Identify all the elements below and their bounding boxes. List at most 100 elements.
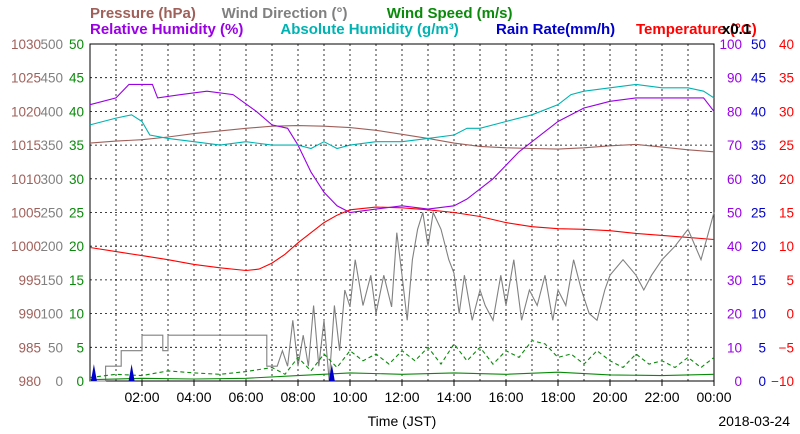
- title-wind-direction: Wind Direction (°): [222, 5, 348, 22]
- left-tick-pressure-hpa: 980: [18, 374, 41, 389]
- left-tick-wind-speed-m-s: 35: [69, 138, 84, 153]
- rain-rate-bar: [128, 364, 135, 381]
- right-tick-temperature-c: 10: [779, 239, 794, 254]
- series-pressure-hpa: [89, 125, 715, 153]
- left-tick-wind-speed-m-s: 20: [69, 239, 84, 254]
- left-axes: 1030102510201015101010051000995990985980…: [11, 37, 84, 389]
- chart-title-row-1: Pressure (hPa) Wind Direction (°) Wind Spe…: [90, 5, 513, 22]
- title-rain-rate-mm-h: Rain Rate(mm/h): [496, 21, 615, 38]
- right-tick-rain-rate-mm-h: 45: [751, 71, 766, 86]
- left-tick-wind-speed-m-s: 50: [69, 37, 84, 52]
- left-tick-pressure-hpa: 1000: [11, 239, 41, 254]
- absolute-humidity-scale-note: x0.1: [722, 21, 751, 38]
- right-axes: 1009080706050403020100504540353025201510…: [719, 37, 794, 389]
- right-tick-relative-humidity: 90: [727, 71, 742, 86]
- right-tick-temperature-c: 25: [779, 138, 794, 153]
- right-tick-temperature-c: 0: [786, 307, 794, 322]
- right-tick-temperature-c: −10: [771, 374, 794, 389]
- left-tick-wind-speed-m-s: 45: [69, 71, 84, 86]
- left-tick-wind-speed-m-s: 5: [76, 340, 84, 355]
- right-tick-rain-rate-mm-h: 15: [751, 273, 766, 288]
- x-tick-label: 04:00: [176, 389, 211, 405]
- series-wind-speed-m-s: [89, 371, 715, 381]
- chart-title-row-2: Relative Humidity (%) Absolute Humidity (…: [90, 21, 757, 38]
- series-wind-direction: [90, 210, 715, 382]
- series-wind-speed-m-s-dashed: [89, 339, 715, 379]
- right-tick-relative-humidity: 20: [727, 307, 742, 322]
- right-tick-temperature-c: 30: [779, 104, 794, 119]
- right-tick-temperature-c: −5: [779, 340, 794, 355]
- date-label: 2018-03-24: [718, 413, 790, 429]
- right-tick-temperature-c: 20: [779, 172, 794, 187]
- left-tick-pressure-hpa: 1025: [11, 71, 41, 86]
- x-tick-label: 18:00: [540, 389, 575, 405]
- left-tick-wind-speed-m-s: 0: [76, 374, 84, 389]
- right-tick-temperature-c: 15: [779, 206, 794, 221]
- left-tick-wind-speed-m-s: 40: [69, 104, 84, 119]
- right-tick-relative-humidity: 0: [734, 374, 742, 389]
- x-tick-label: 00:00: [696, 389, 731, 405]
- left-tick-pressure-hpa: 985: [18, 340, 41, 355]
- x-axis-label: Time (JST): [368, 413, 437, 429]
- left-tick-pressure-hpa: 1030: [11, 37, 41, 52]
- x-tick-label: 20:00: [592, 389, 627, 405]
- left-tick-wind-direction: 100: [40, 307, 63, 322]
- title-absolute-humidity-g-m: Absolute Humidity (g/m³): [280, 21, 458, 38]
- left-tick-wind-direction: 400: [40, 104, 63, 119]
- left-tick-wind-direction: 200: [40, 239, 63, 254]
- rain-rate-bar: [90, 364, 97, 381]
- right-tick-relative-humidity: 10: [727, 340, 742, 355]
- series-temperature-c: [89, 206, 715, 272]
- left-tick-wind-direction: 50: [48, 340, 63, 355]
- left-tick-wind-direction: 150: [40, 273, 63, 288]
- left-tick-pressure-hpa: 1015: [11, 138, 41, 153]
- right-tick-rain-rate-mm-h: 0: [758, 374, 766, 389]
- left-tick-wind-speed-m-s: 10: [69, 307, 84, 322]
- left-tick-wind-speed-m-s: 25: [69, 206, 84, 221]
- right-tick-rain-rate-mm-h: 10: [751, 307, 766, 322]
- x-axis: 02:00 04:00 06:00 08:00 10:00 12:00 14:00 16:00…: [124, 381, 732, 405]
- left-tick-wind-direction: 500: [40, 37, 63, 52]
- left-tick-wind-direction: 300: [40, 172, 63, 187]
- title-wind-speed-m-s: Wind Speed (m/s): [387, 5, 513, 22]
- right-tick-rain-rate-mm-h: 50: [751, 37, 766, 52]
- title-temperature-c: Temperature (°C): [636, 21, 757, 38]
- right-tick-relative-humidity: 30: [727, 273, 742, 288]
- left-tick-wind-direction: 450: [40, 71, 63, 86]
- left-tick-wind-direction: 0: [55, 374, 63, 389]
- left-tick-pressure-hpa: 990: [18, 307, 41, 322]
- right-tick-rain-rate-mm-h: 20: [751, 239, 766, 254]
- left-tick-pressure-hpa: 1005: [11, 206, 41, 221]
- right-tick-temperature-c: 5: [786, 273, 794, 288]
- right-tick-temperature-c: 40: [779, 37, 794, 52]
- right-tick-rain-rate-mm-h: 35: [751, 138, 766, 153]
- left-tick-wind-direction: 350: [40, 138, 63, 153]
- right-tick-rain-rate-mm-h: 5: [758, 340, 766, 355]
- right-tick-rain-rate-mm-h: 40: [751, 104, 766, 119]
- x-tick-label: 10:00: [332, 389, 367, 405]
- x-tick-label: 16:00: [488, 389, 523, 405]
- left-tick-wind-direction: 250: [40, 206, 63, 221]
- x-tick-label: 02:00: [124, 389, 159, 405]
- left-tick-pressure-hpa: 995: [18, 273, 41, 288]
- x-tick-label: 14:00: [436, 389, 471, 405]
- left-tick-wind-speed-m-s: 30: [69, 172, 84, 187]
- x-tick-label: 06:00: [228, 389, 263, 405]
- right-tick-relative-humidity: 80: [727, 104, 742, 119]
- left-tick-wind-speed-m-s: 15: [69, 273, 84, 288]
- series-layer: [89, 83, 715, 382]
- x-tick-label: 08:00: [280, 389, 315, 405]
- x-tick-label: 22:00: [644, 389, 679, 405]
- right-tick-temperature-c: 35: [779, 71, 794, 86]
- right-tick-relative-humidity: 100: [719, 37, 742, 52]
- left-tick-pressure-hpa: 1010: [11, 172, 41, 187]
- series-relative-humidity: [89, 83, 715, 214]
- right-tick-relative-humidity: 60: [727, 172, 742, 187]
- right-tick-relative-humidity: 70: [727, 138, 742, 153]
- left-tick-pressure-hpa: 1020: [11, 104, 41, 119]
- right-tick-relative-humidity: 40: [727, 239, 742, 254]
- x-tick-label: 12:00: [384, 389, 419, 405]
- title-pressure-hpa: Pressure (hPa): [90, 5, 196, 22]
- right-tick-relative-humidity: 50: [727, 206, 742, 221]
